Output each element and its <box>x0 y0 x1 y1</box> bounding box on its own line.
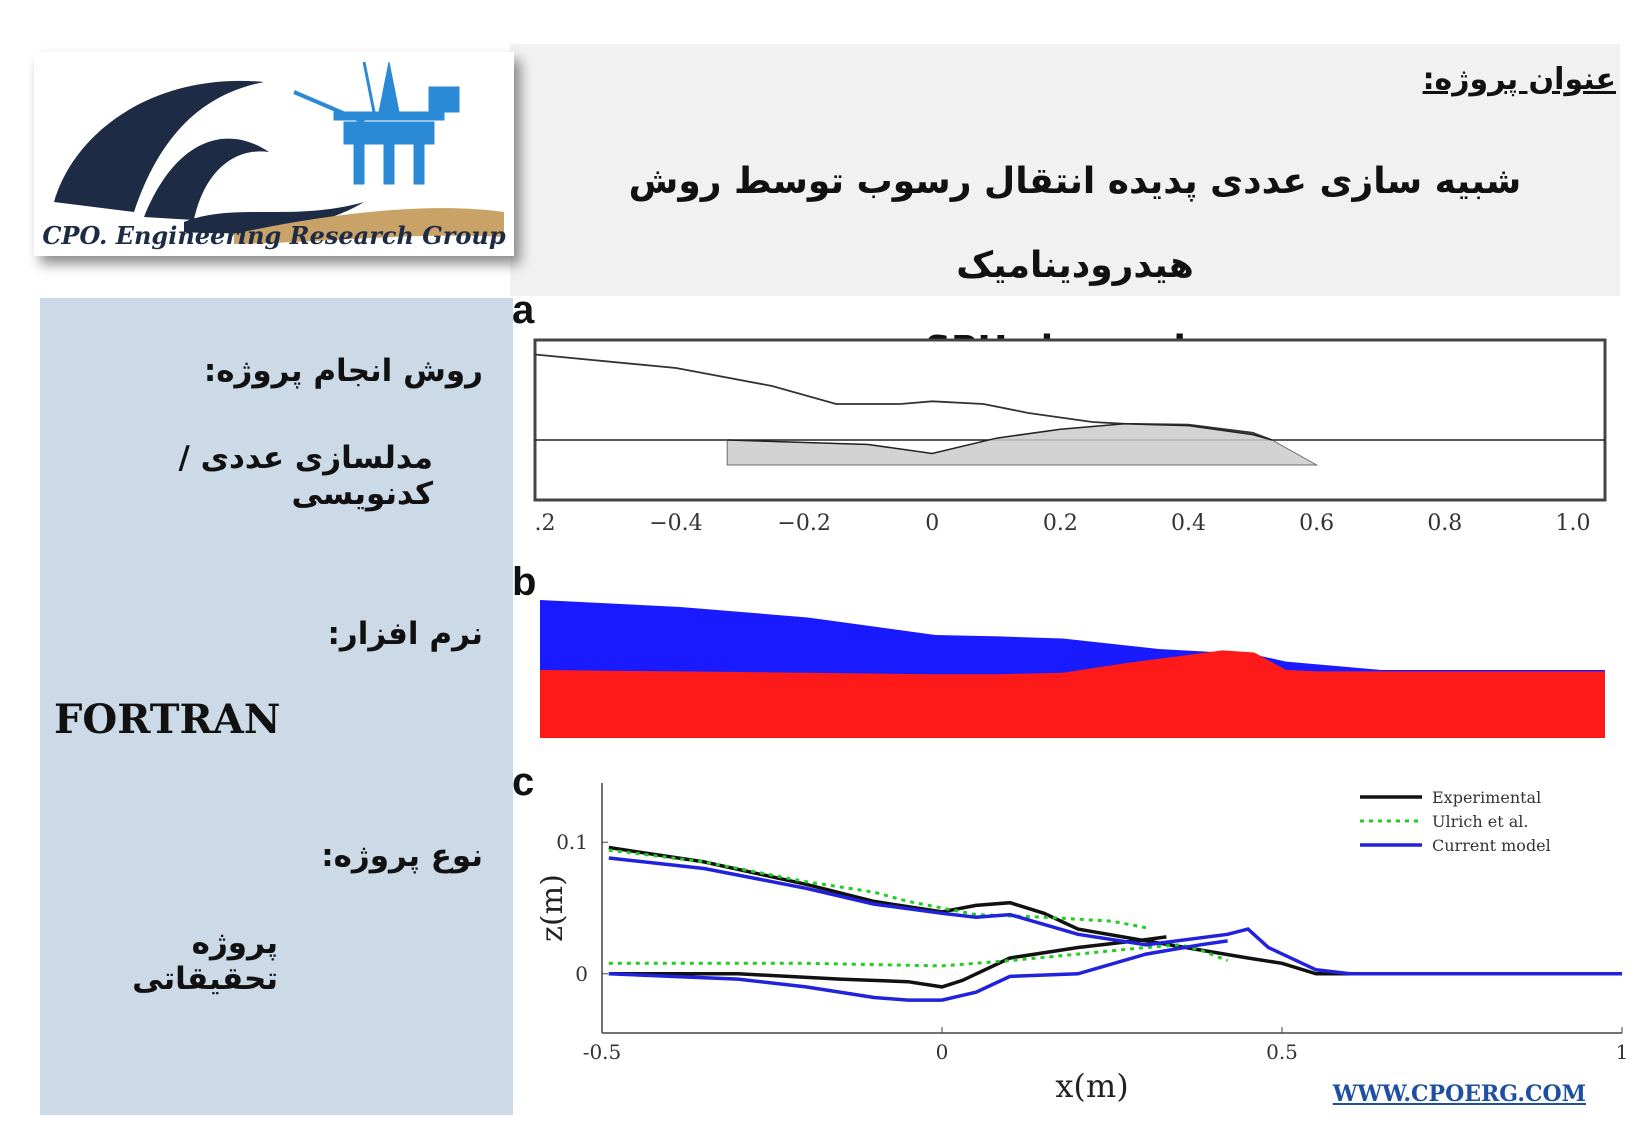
chart-panel-a: .2 −0.4 −0.2 0 0.2 0.4 0.6 0.8 1.0 <box>533 338 1607 536</box>
project-type-value: پروژه تحقیقاتی <box>132 925 278 997</box>
header-band <box>510 44 1620 296</box>
sediment-bed-line <box>727 423 1273 455</box>
y-axis-title-c: z(m) <box>540 874 570 942</box>
software-value: FORTRAN <box>54 696 281 743</box>
project-title-line-1: شبیه سازی عددی پدیده انتقال رسوب توسط رو… <box>628 161 1522 286</box>
panel-label-c: c <box>512 760 535 804</box>
panel-label-b: b <box>512 560 537 604</box>
legend-label: Experimental <box>1432 788 1541 807</box>
x-tick-label-a: 0 <box>925 511 939 536</box>
series-line-ulrich-et-al- <box>608 943 1229 968</box>
series-line-experimental <box>608 935 1167 989</box>
chart-panel-b <box>540 600 1605 738</box>
series-line-current-model <box>608 856 1622 976</box>
company-logo: CPO. Engineering Research Group <box>34 52 514 256</box>
x-tick-label-c: 1 <box>1616 1040 1629 1064</box>
series-line-current-model <box>608 939 1228 1002</box>
x-tick-label-a: 0.6 <box>1299 511 1334 536</box>
x-axis-title-c: x(m) <box>1055 1067 1128 1105</box>
website-link[interactable]: WWW.CPOERG.COM <box>1332 1081 1586 1107</box>
plot-frame-a <box>533 338 1607 502</box>
logo-graphic <box>54 61 504 244</box>
chart-panel-c: -0.5 0 0.5 1 0 0.1 x(m) z(m) Experimental Ulrich … <box>540 783 1629 1105</box>
project-title-label: عنوان پروژه: <box>1422 62 1616 97</box>
y-tick-label-c: 0 <box>575 962 588 986</box>
method-value: مدلسازی عددی /کدنویسی <box>178 440 434 512</box>
free-surface-line <box>534 353 1273 441</box>
series-line-experimental <box>608 845 1418 976</box>
software-heading: نرم افزار: <box>327 616 483 652</box>
method-heading: روش انجام پروژه: <box>203 353 483 389</box>
series-line-ulrich-et-al- <box>608 848 1147 930</box>
x-tick-label-a: 0.2 <box>1043 511 1078 536</box>
x-tick-label-a: 0.4 <box>1171 511 1206 536</box>
project-title: شبیه سازی عددی پدیده انتقال رسوب توسط رو… <box>540 140 1610 392</box>
logo-caption: CPO. Engineering Research Group <box>42 221 506 250</box>
sediment-particles-area <box>540 650 1605 738</box>
x-tick-label-a: −0.4 <box>649 511 702 536</box>
x-tick-label-a: 0.8 <box>1427 511 1462 536</box>
y-tick-label-c: 0.1 <box>556 830 588 854</box>
panel-label-a: a <box>512 288 535 332</box>
x-tick-label-a: 1.0 <box>1555 511 1590 536</box>
legend-label: Current model <box>1432 836 1551 855</box>
legend-label: Ulrich et al. <box>1432 812 1528 831</box>
x-tick-label-a: −0.2 <box>777 511 830 536</box>
x-tick-label-c: -0.5 <box>583 1040 622 1064</box>
project-info-panel: روش انجام پروژه: مدلسازی عددی /کدنویسی ن… <box>40 298 513 1115</box>
x-tick-label-a: .2 <box>535 511 556 536</box>
x-tick-label-c: 0.5 <box>1266 1040 1298 1064</box>
x-tick-label-c: 0 <box>936 1040 949 1064</box>
project-type-heading: نوع پروژه: <box>321 838 483 874</box>
